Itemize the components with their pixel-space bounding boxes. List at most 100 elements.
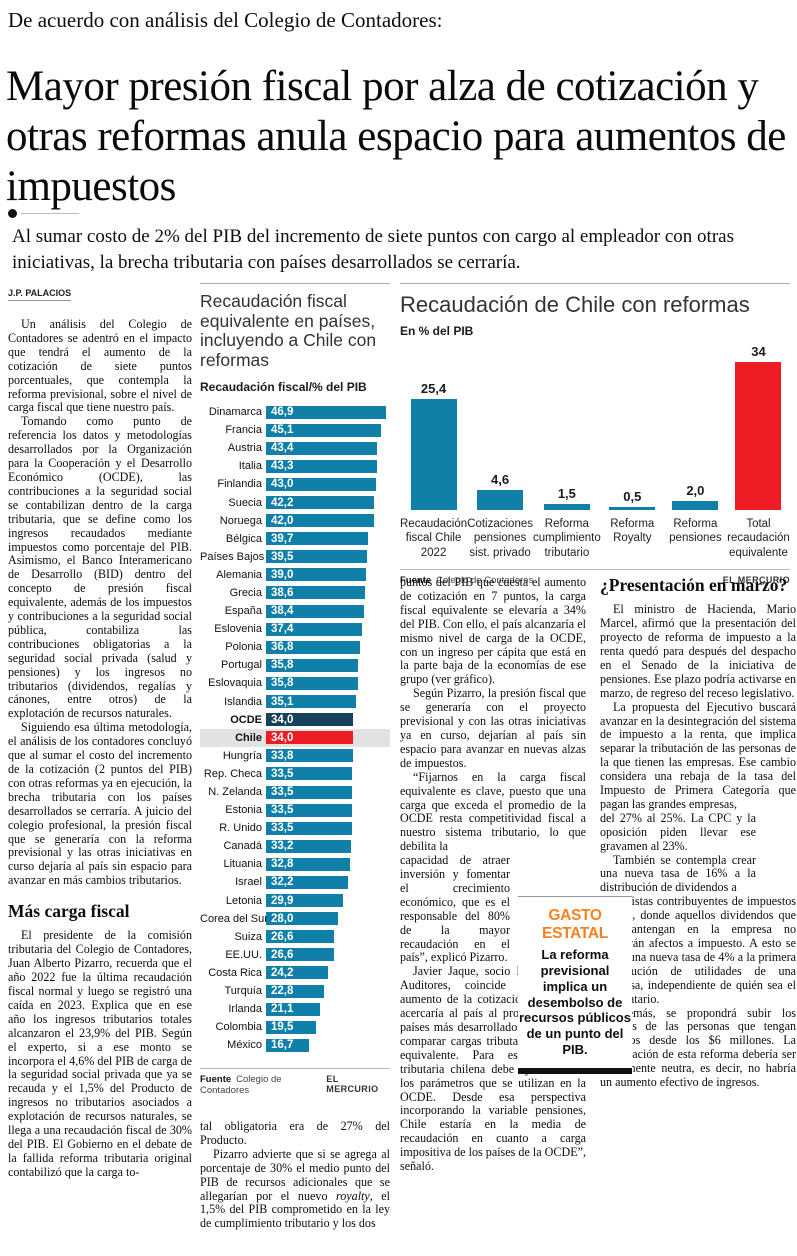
bar-value: 19,5: [271, 1021, 294, 1034]
chart-subtitle: En % del PIB: [400, 324, 474, 338]
country-label: Dinamarca: [208, 406, 262, 419]
box-text: La reforma previsional implica un desemb…: [519, 947, 631, 1058]
bar-value: 33,2: [271, 840, 294, 853]
bar-stack: 1,5: [543, 340, 590, 510]
chile-reform-chart: Recaudación de Chile con reformas En % d…: [400, 292, 790, 586]
bar-value: 26,6: [271, 930, 294, 943]
divider-line: [21, 213, 79, 214]
country-label: N. Zelanda: [208, 786, 262, 799]
bar-row: Rep. Checa 33,5: [200, 765, 390, 783]
bar-caption: Cotizaciones pensiones sist. privado: [467, 518, 533, 559]
country-label: Suecia: [228, 496, 262, 509]
box-bottom-rule: [518, 1068, 632, 1075]
bar-stack: 25,4: [410, 340, 457, 510]
country-label: Hungría: [222, 749, 262, 762]
chart-subtitle: Recaudación fiscal/% del PIB: [200, 380, 367, 394]
bar: [735, 362, 782, 510]
paragraph: Según Pizarro, la presión fiscal que se …: [400, 686, 586, 770]
country-label: Turquía: [224, 985, 262, 998]
paragraph: Tomando como punto de referencia los dat…: [8, 414, 192, 721]
country-label: Noruega: [219, 514, 262, 527]
bar: 21,1: [266, 1002, 320, 1016]
country-label: México: [227, 1039, 262, 1052]
paragraph: tal obligatoria era de 27% del Producto.: [200, 1120, 390, 1147]
source-label: Fuente: [400, 575, 432, 586]
bar-value: 46,9: [271, 406, 294, 419]
bar-value: 42,2: [271, 496, 294, 509]
bar-column: 4,6 Cotizaciones pensiones sist. privado: [467, 340, 533, 561]
bar-column: 2,0 Reforma pensiones: [664, 340, 727, 561]
country-label: Alemania: [216, 568, 262, 581]
bar-value: 34,0: [271, 731, 294, 744]
bar: 37,4: [266, 622, 362, 636]
bar-column: 0,5 Reforma Royalty: [601, 340, 664, 561]
equiv-chart-rows: Dinamarca 46,9 Francia 45,1 Austria 43,4 Itali…: [200, 403, 390, 1054]
text-run: , el 1,5% del PIB comprometido en la ley…: [200, 1188, 390, 1231]
bar-row: Colombia 19,5: [200, 1018, 390, 1036]
country-label: Eslovenia: [214, 623, 262, 636]
country-label: Bélgica: [225, 532, 262, 545]
bar: 33,5: [266, 803, 352, 817]
bar-value: 33,8: [271, 749, 294, 762]
bar-row: Polonia 36,8: [200, 638, 390, 656]
bar: 33,8: [266, 749, 353, 763]
bar-row: Alemania 39,0: [200, 566, 390, 584]
bar-column: 25,4 Recaudación fiscal Chile 2022: [400, 340, 467, 561]
box-kicker: GASTO ESTATAL: [542, 907, 608, 942]
bar: 39,7: [266, 532, 368, 546]
bar-row: Islandia 35,1: [200, 693, 390, 711]
bar-row: Portugal 35,8: [200, 656, 390, 674]
bar: 43,0: [266, 477, 376, 491]
paragraph: La propuesta del Ejecutivo buscará avanz…: [600, 699, 796, 811]
bar-value: 33,5: [271, 804, 294, 817]
bar-row: Austria 43,4: [200, 439, 390, 457]
bar: 39,5: [266, 550, 368, 564]
bar-value: 38,4: [271, 605, 294, 618]
bar-row: México 16,7: [200, 1036, 390, 1054]
bar: [477, 490, 524, 510]
bar: 38,6: [266, 586, 365, 600]
bar-row: Suecia 42,2: [200, 493, 390, 511]
bar: 43,3: [266, 459, 377, 473]
country-label: Rep. Checa: [203, 767, 262, 780]
bar-value: 33,5: [271, 786, 294, 799]
article-column-2-tail: tal obligatoria era de 27% del Producto.…: [200, 1120, 390, 1256]
bar-caption: Reforma pensiones: [669, 518, 722, 545]
country-label: Israel: [235, 876, 262, 889]
bullet-dot: [8, 209, 17, 218]
headline: Mayor presión fiscal por alza de cotizac…: [6, 62, 786, 211]
bar-row: Eslovaquia 35,8: [200, 674, 390, 692]
bar-value: 4,6: [491, 472, 510, 487]
country-label: Estonia: [225, 804, 262, 817]
country-label: Chile: [235, 731, 262, 744]
bar-value: 45,1: [271, 424, 294, 437]
bar-row: Turquía 22,8: [200, 982, 390, 1000]
bar-stack: 4,6: [477, 340, 524, 510]
paragraph-wrapped: También se contempla crear una nueva tas…: [600, 852, 756, 895]
bar: 28,0: [266, 912, 338, 926]
bar-row: N. Zelanda 33,5: [200, 783, 390, 801]
bar-row: Letonia 29,9: [200, 892, 390, 910]
bar: 26,6: [266, 930, 335, 944]
bar-row: Costa Rica 24,2: [200, 964, 390, 982]
chile-chart-plot: 25,4 Recaudación fiscal Chile 2022 4,6 Coti…: [400, 340, 790, 561]
bar: 24,2: [266, 966, 328, 980]
country-label: Costa Rica: [208, 966, 262, 979]
bar: 26,6: [266, 948, 335, 962]
country-label: Países Bajos: [200, 550, 265, 563]
country-label: Portugal: [221, 659, 262, 672]
paragraph: Pizarro advierte que si se agrega al por…: [200, 1147, 390, 1231]
bar-value: 16,7: [271, 1039, 294, 1052]
country-label: Suiza: [234, 930, 262, 943]
bar-caption: Reforma cumplimiento tributario: [532, 518, 601, 559]
bar-caption: Recaudación fiscal Chile 2022: [400, 518, 468, 559]
source-label: Fuente: [200, 1074, 232, 1086]
bar-value: 43,4: [271, 442, 294, 455]
box-top-rule: [518, 896, 632, 897]
bar-value: 43,3: [271, 460, 294, 473]
bar-value: 39,0: [271, 568, 294, 581]
equivalent-tax-chart: Recaudación fiscal equivalente en países…: [200, 291, 390, 1096]
bar-row: Noruega 42,0: [200, 512, 390, 530]
bar-value: 37,4: [271, 623, 294, 636]
